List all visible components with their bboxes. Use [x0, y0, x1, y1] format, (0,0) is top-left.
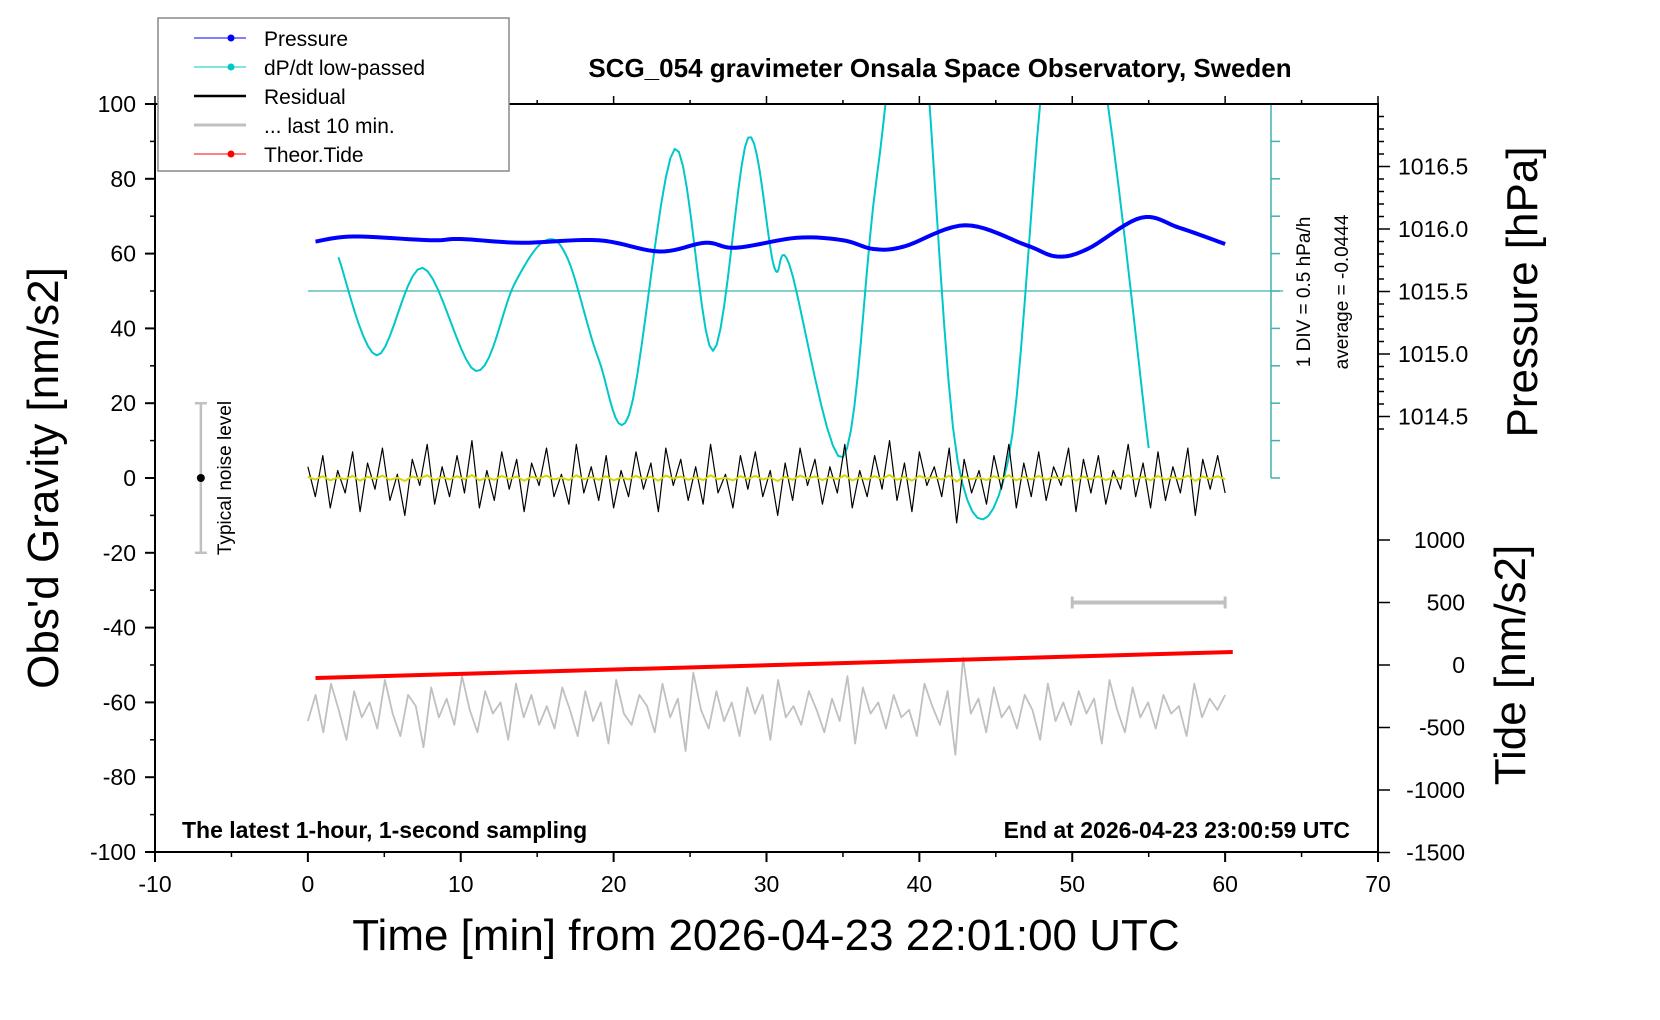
tide-tick-label: 0 [1452, 652, 1465, 678]
y-tick-label: 80 [110, 166, 136, 192]
tide-tick-label: -500 [1419, 715, 1465, 741]
tide-tick-label: 1000 [1414, 527, 1465, 553]
tide-tick-label: -1500 [1406, 840, 1465, 866]
legend-label: Theor.Tide [264, 144, 364, 167]
legend-label: dP/dt low-passed [264, 57, 425, 80]
pressure-tick-label: 1016.0 [1398, 216, 1468, 242]
y-tick-label: 60 [110, 241, 136, 267]
legend-marker [227, 150, 235, 158]
pressure-axis-label: Pressure [hPa] [1498, 146, 1547, 437]
lowpass-line [307, 474, 1226, 483]
tide-tick-label: -1000 [1406, 777, 1465, 803]
legend-box [157, 17, 510, 172]
chart-title: SCG_054 gravimeter Onsala Space Observat… [588, 53, 1291, 83]
y-axis-label: Obs'd Gravity [nm/s2] [19, 267, 68, 689]
legend-label: Pressure [264, 28, 348, 51]
residual-line [307, 440, 1226, 524]
legend-label: ... last 10 min. [264, 115, 395, 138]
last10-line [307, 656, 1226, 756]
pressure-tick-label: 1015.5 [1398, 279, 1468, 305]
y-tick-label: -40 [103, 615, 136, 641]
noise-point [196, 474, 205, 482]
x-tick-label: 0 [301, 871, 314, 897]
annotation-end-time: End at 2026-04-23 23:00:59 UTC [1004, 817, 1350, 843]
tide-tick-label: 500 [1427, 590, 1465, 616]
y-tick-label: -20 [103, 540, 136, 566]
x-tick-label: 50 [1059, 871, 1085, 897]
y-tick-label: 100 [98, 91, 136, 117]
legend-marker [227, 34, 235, 42]
x-tick-label: 30 [754, 871, 780, 897]
x-tick-label: 60 [1212, 871, 1238, 897]
pressure-line [315, 215, 1226, 259]
pressure-tick-label: 1016.5 [1398, 154, 1468, 180]
x-tick-label: 70 [1365, 871, 1391, 897]
x-axis-label: Time [min] from 2026-04-23 22:01:00 UTC [352, 911, 1179, 960]
pressure-tick-label: 1015.0 [1398, 341, 1468, 367]
average-annotation: average = -0.0444 [1332, 214, 1353, 369]
legend: Pressure dP/dt low-passed Residual ... last… [157, 17, 510, 172]
x-tick-label: 10 [448, 871, 474, 897]
tide-line [315, 650, 1233, 680]
x-tick-label: 40 [907, 871, 933, 897]
y-tick-label: -60 [103, 689, 136, 715]
x-tick-label: 20 [601, 871, 627, 897]
annotation-sampling: The latest 1-hour, 1-second sampling [182, 817, 587, 843]
y-tick-label: 20 [110, 390, 136, 416]
legend-label: Residual [264, 86, 346, 109]
y-tick-label: 0 [123, 465, 136, 491]
y-tick-label: -80 [103, 764, 136, 790]
noise-level-label: Typical noise level [215, 401, 236, 555]
pressure-tick-label: 1014.5 [1398, 404, 1468, 430]
tide-axis-label: Tide [nm/s2] [1486, 545, 1535, 785]
y-tick-label: -100 [90, 839, 136, 865]
legend-marker [227, 63, 235, 71]
x-tick-label: -10 [138, 871, 171, 897]
div-annotation: 1 DIV = 0.5 hPa/h [1294, 217, 1315, 368]
y-tick-label: 40 [110, 315, 136, 341]
